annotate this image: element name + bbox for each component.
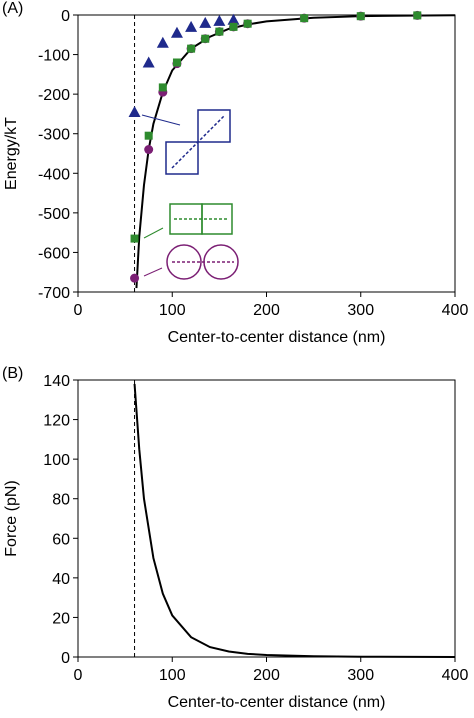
y-tick-label: 80 [52,492,70,509]
y-tick-label: 0 [61,650,70,667]
y-tick-label: -600 [38,245,70,262]
y-tick-label: 140 [43,373,70,390]
triangle-marker [128,105,141,117]
x-tick-label: 100 [159,667,186,684]
square-marker [243,19,252,28]
square-marker [413,11,422,20]
panel-label: (A) [2,0,23,17]
square-marker [300,14,309,23]
x-tick-label: 0 [74,667,83,684]
y-tick-label: -300 [38,127,70,144]
x-tick-label: 300 [347,667,374,684]
plot-frame [77,14,456,293]
y-tick-label: 20 [52,610,70,627]
x-axis-label: Center-to-center distance (nm) [168,329,386,346]
triangle-marker [227,13,240,25]
triangle-marker [185,20,198,32]
square-marker [356,12,365,21]
y-axis-label: Energy/kT [3,117,20,190]
y-tick-label: -100 [38,48,70,65]
square-marker [187,44,196,53]
triangle-marker [156,36,169,48]
x-tick-label: 300 [347,302,374,319]
inset-diagram-circles [143,244,239,280]
y-tick-label: 0 [61,8,70,25]
square-marker [201,34,210,43]
square-marker [130,234,139,243]
square-marker [229,22,238,31]
triangle-marker [199,16,212,28]
curve [133,383,456,658]
y-tick-label: -700 [38,285,70,302]
circle-marker [144,145,154,155]
square-marker [172,58,181,67]
square-marker [144,131,153,140]
square-marker [215,27,224,36]
x-tick-label: 400 [442,667,469,684]
y-axis-label: Force (pN) [3,480,20,556]
x-axis-label: Center-to-center distance (nm) [168,694,386,711]
x-tick-label: 200 [253,302,280,319]
triangle-marker [142,56,155,68]
y-tick-label: -500 [38,206,70,223]
triangle-marker [170,26,183,38]
triangle-marker [213,14,226,26]
square-marker [158,83,167,92]
inset-diagram-squares [143,203,233,239]
y-tick-label: 100 [43,452,70,469]
circle-marker [130,273,140,283]
inset-diagram-diagonal [141,109,231,175]
panel-label: (B) [2,365,23,382]
plot-frame [77,379,456,658]
y-tick-label: 120 [43,413,70,430]
x-tick-label: 0 [74,302,83,319]
y-tick-label: 60 [52,531,70,548]
x-tick-label: 200 [253,667,280,684]
y-tick-label: 40 [52,571,70,588]
y-tick-label: -200 [38,87,70,104]
y-tick-label: -400 [38,166,70,183]
x-tick-label: 400 [442,302,469,319]
x-tick-label: 100 [159,302,186,319]
curve [135,14,456,289]
